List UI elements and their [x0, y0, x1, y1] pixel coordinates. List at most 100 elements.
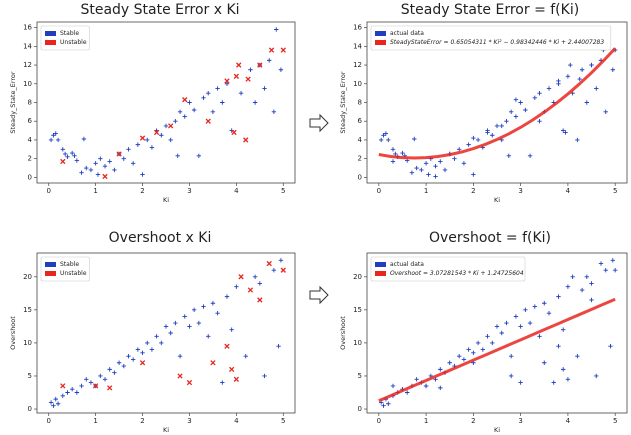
point	[102, 173, 108, 180]
x-tick-label: 4	[566, 187, 571, 195]
point	[112, 370, 117, 375]
y-tick-label: 6	[358, 117, 363, 125]
point	[271, 267, 277, 273]
point	[187, 100, 192, 105]
y-tick-label: 8	[28, 99, 32, 107]
point	[126, 147, 131, 152]
point	[72, 153, 77, 159]
legend-box	[370, 25, 612, 51]
point	[452, 156, 457, 161]
y-tick-label: 0	[358, 173, 362, 181]
point	[518, 100, 523, 105]
point	[565, 284, 571, 289]
legend-label: Stable	[60, 30, 79, 37]
point	[527, 320, 533, 326]
point	[442, 167, 448, 173]
point	[433, 163, 438, 169]
point	[247, 287, 254, 293]
point	[88, 167, 94, 173]
point	[518, 380, 523, 385]
chart-title: Overshoot = f(Ki)	[429, 230, 551, 246]
x-tick-label: 1	[424, 187, 428, 195]
point	[201, 304, 206, 309]
point	[187, 324, 192, 329]
point	[438, 367, 443, 372]
plot: Overshoot x Ki 0 1 2 3 4 5 0 5 10 15 20 Ki Overshoot S…	[9, 230, 296, 434]
point	[191, 307, 197, 313]
point	[229, 327, 234, 332]
point	[414, 377, 419, 382]
point	[175, 153, 180, 159]
point	[257, 62, 263, 68]
y-tick-label: 4	[358, 136, 363, 144]
y-tick-label: 5	[28, 372, 32, 380]
y-tick-label: 10	[353, 80, 362, 88]
point	[471, 350, 476, 356]
point	[494, 123, 500, 129]
point	[220, 380, 225, 385]
point	[280, 267, 286, 273]
x-axis-label: Ki	[494, 426, 500, 434]
point	[594, 373, 599, 379]
point	[107, 367, 112, 372]
point	[419, 167, 424, 173]
point	[518, 324, 523, 329]
point	[556, 344, 561, 349]
point	[130, 357, 136, 362]
point	[177, 373, 183, 379]
point	[233, 376, 240, 382]
legend: Stable Unstable	[40, 256, 90, 282]
legend-swatch	[375, 271, 386, 276]
point	[135, 347, 141, 352]
point	[494, 324, 500, 329]
point	[74, 158, 80, 163]
point	[159, 340, 164, 346]
point	[551, 380, 556, 385]
legend-swatch	[45, 40, 56, 45]
point	[409, 170, 415, 175]
point	[560, 327, 566, 332]
y-tick-label: 0	[28, 173, 32, 181]
point	[121, 156, 126, 161]
point	[238, 90, 244, 96]
fit-line	[378, 297, 616, 403]
point	[461, 357, 467, 362]
legend-label: Unstable	[60, 39, 87, 46]
point	[508, 109, 514, 115]
point	[173, 320, 178, 326]
point	[220, 100, 225, 105]
y-axis-label: Overshoot	[9, 316, 17, 350]
point	[523, 307, 528, 313]
point	[243, 353, 248, 359]
point	[560, 367, 566, 372]
point	[532, 304, 538, 309]
point	[565, 377, 571, 382]
point	[182, 114, 187, 119]
point	[404, 390, 410, 395]
point	[504, 119, 509, 124]
legend-swatch	[375, 262, 386, 267]
point	[257, 297, 263, 303]
legend-label: Overshoot = 3.07281543 * Ki + 1.24725604	[390, 270, 524, 277]
plot: Steady State Error = f(Ki)0 1 2 3 4 502468101…	[339, 2, 628, 204]
point	[556, 78, 561, 84]
point	[499, 330, 504, 336]
point	[65, 154, 70, 159]
point	[62, 151, 68, 157]
x-tick-label: 5	[613, 417, 617, 425]
y-tick-label: 12	[353, 61, 362, 69]
point	[88, 380, 94, 385]
x-tick-label: 5	[281, 417, 285, 425]
point	[542, 301, 547, 306]
point	[60, 383, 66, 389]
x-tick-label: 2	[140, 417, 144, 425]
point	[513, 314, 519, 319]
point	[383, 131, 389, 136]
point	[485, 130, 490, 135]
point	[278, 258, 284, 263]
point	[205, 118, 211, 124]
point	[390, 147, 396, 152]
point	[603, 109, 608, 115]
point	[542, 360, 547, 365]
chart-title: Steady State Error x Ki	[80, 2, 239, 18]
